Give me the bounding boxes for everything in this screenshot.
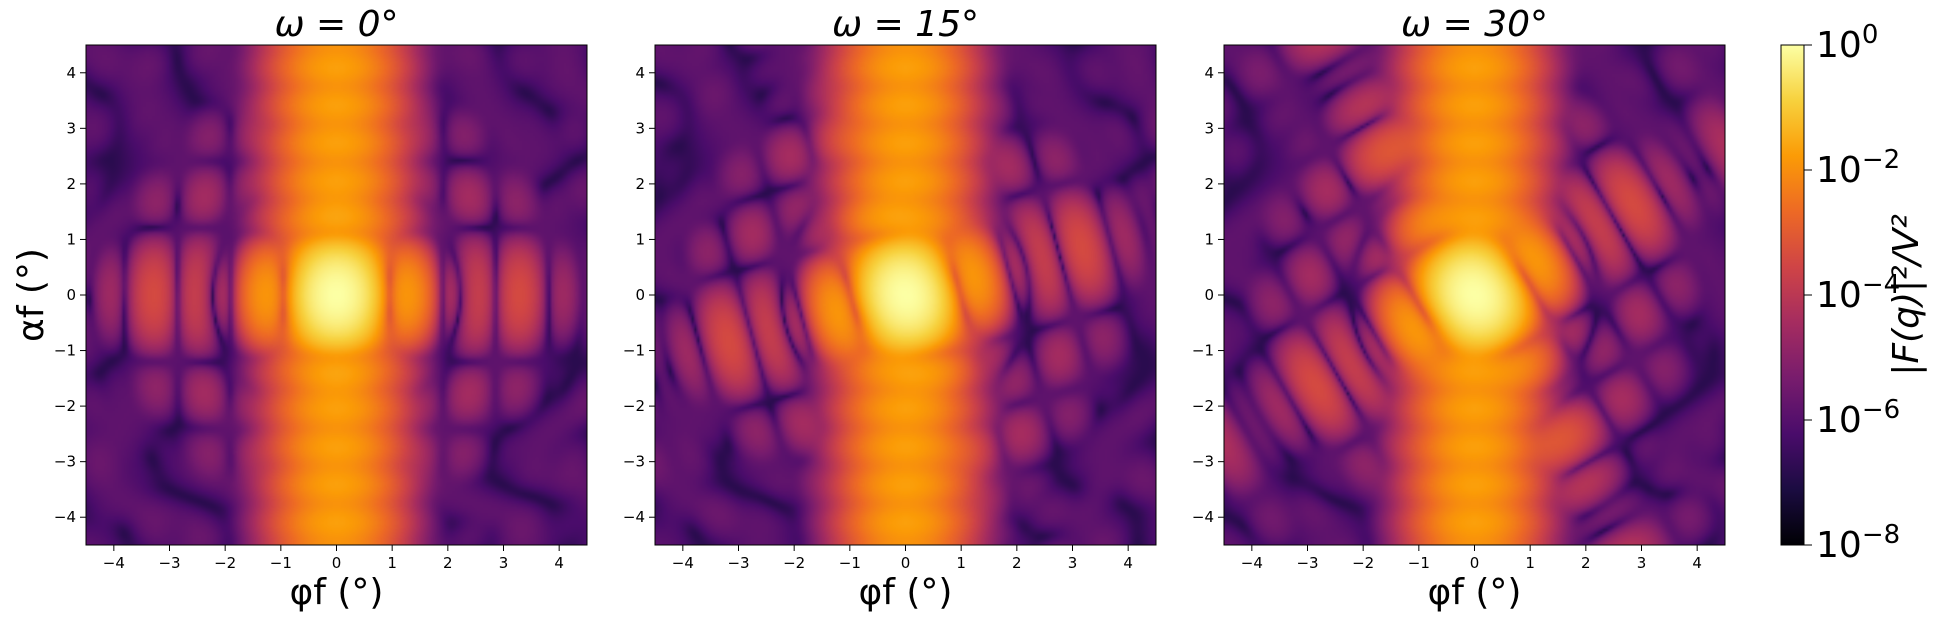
- x-tick-label: −3: [727, 554, 749, 572]
- x-tick-label: −4: [103, 554, 125, 572]
- x-tick-label: −3: [1296, 554, 1318, 572]
- y-tick-label: 2: [1204, 175, 1214, 193]
- x-tick-label: −1: [839, 554, 861, 572]
- y-tick-label: 1: [1204, 230, 1214, 248]
- y-tick-label: 1: [635, 230, 645, 248]
- x-tick-label: 0: [901, 554, 911, 572]
- x-axis-label: φf (°): [859, 572, 953, 613]
- y-tick-label: −4: [54, 508, 76, 526]
- colorbar: 100 10−2 10−4 10−6 10−8 |F(q)|²/V²: [1780, 20, 1927, 566]
- x-tick-label: −4: [672, 554, 694, 572]
- x-tick-label: 3: [1068, 554, 1078, 572]
- x-tick-label: 1: [387, 554, 397, 572]
- y-tick-label: −3: [54, 453, 76, 471]
- heatmap-panel-15: −4 −3 −2 −1 0 1 2 3 4 −4 −3 −2 −1 0 1 2 3 4 ω = 15° φf (°): [623, 4, 1157, 613]
- panel-title: ω = 15°: [832, 4, 979, 45]
- colorbar-tick-label: 10−2: [1816, 145, 1900, 191]
- x-tick-label: −1: [1408, 554, 1430, 572]
- y-tick-label: −4: [1192, 508, 1214, 526]
- x-tick-label: 0: [1470, 554, 1480, 572]
- heatmap-image: [655, 45, 1156, 545]
- y-tick-label: −4: [623, 508, 645, 526]
- y-tick-label: −3: [1192, 453, 1214, 471]
- y-tick-label: 2: [635, 175, 645, 193]
- y-axis-label: αf (°): [11, 248, 52, 342]
- x-axis-label: φf (°): [290, 572, 384, 613]
- y-tick-label: −1: [623, 342, 645, 360]
- colorbar-tick-label: 10−8: [1816, 520, 1900, 566]
- colorbar-gradient: [1780, 44, 1805, 546]
- panel-title: ω = 30°: [1401, 4, 1548, 45]
- x-tick-label: 3: [499, 554, 509, 572]
- y-tick-label: 4: [1204, 64, 1214, 82]
- colorbar-label: |F(q)|²/V²: [1886, 214, 1927, 376]
- heatmap-panel-30: −4 −3 −2 −1 0 1 2 3 4 −4 −3 −2 −1 0 1 2 3 4 ω = 30° φf (°): [1192, 4, 1726, 613]
- y-tick-label: 1: [66, 230, 76, 248]
- y-tick-label: 0: [1204, 286, 1214, 304]
- x-tick-label: 4: [1692, 554, 1702, 572]
- y-tick-label: −3: [623, 453, 645, 471]
- x-tick-label: −3: [158, 554, 180, 572]
- y-tick-label: −2: [54, 397, 76, 415]
- y-tick-label: 0: [635, 286, 645, 304]
- y-tick-label: −1: [1192, 342, 1214, 360]
- x-tick-label: 2: [1012, 554, 1022, 572]
- x-tick-label: 0: [332, 554, 342, 572]
- x-axis-label: φf (°): [1428, 572, 1522, 613]
- x-tick-label: −4: [1241, 554, 1263, 572]
- heatmap-image: [1224, 45, 1725, 545]
- x-tick-label: 4: [1123, 554, 1133, 572]
- x-tick-label: −2: [214, 554, 236, 572]
- x-tick-label: 1: [956, 554, 966, 572]
- y-tick-label: −1: [54, 342, 76, 360]
- x-tick-label: 3: [1637, 554, 1647, 572]
- x-tick-label: −1: [270, 554, 292, 572]
- colorbar-tick-label: 10−4: [1816, 270, 1900, 316]
- colorbar-tick-label: 100: [1816, 20, 1878, 66]
- y-tick-label: 3: [635, 119, 645, 137]
- y-tick-label: 4: [66, 64, 76, 82]
- y-tick-label: 3: [1204, 119, 1214, 137]
- y-tick-label: 3: [66, 119, 76, 137]
- y-tick-label: −2: [623, 397, 645, 415]
- panel-title: ω = 0°: [274, 4, 398, 45]
- heatmap-panel-0: −4 −3 −2 −1 0 1 2 3 4 −4 −3 −2 −1 0 1 2 3 4 ω = 0° φf (°) αf…: [11, 4, 588, 613]
- x-tick-label: 2: [1581, 554, 1591, 572]
- y-tick-label: 0: [66, 286, 76, 304]
- y-tick-label: 4: [635, 64, 645, 82]
- y-tick-label: −2: [1192, 397, 1214, 415]
- heatmap-image: [86, 45, 587, 545]
- y-tick-label: 2: [66, 175, 76, 193]
- colorbar-tick-label: 10−6: [1816, 395, 1900, 441]
- x-tick-label: −2: [1352, 554, 1374, 572]
- x-tick-label: −2: [783, 554, 805, 572]
- x-tick-label: 4: [554, 554, 564, 572]
- x-tick-label: 1: [1525, 554, 1535, 572]
- x-tick-label: 2: [443, 554, 453, 572]
